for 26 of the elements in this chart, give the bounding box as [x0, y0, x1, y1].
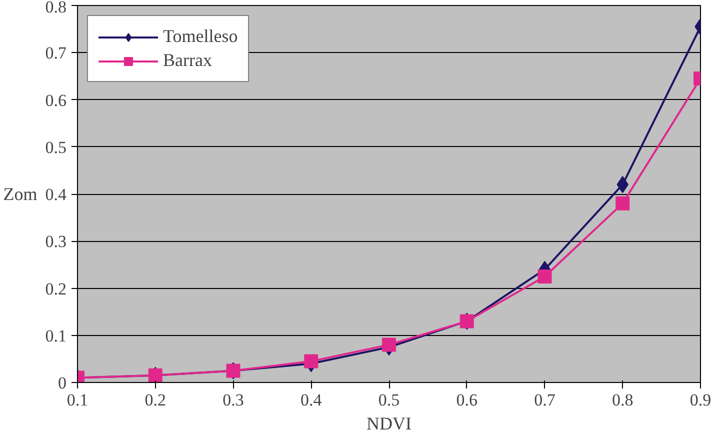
- x-tick-label: 0.7: [534, 390, 556, 410]
- y-tick-label: 0.3: [45, 232, 66, 252]
- x-tick-label: 0.2: [144, 390, 166, 410]
- x-tick-label: 0.3: [222, 390, 244, 410]
- y-tick-label: 0.2: [45, 279, 66, 298]
- y-tick-label: 0.4: [45, 185, 67, 204]
- point: [538, 269, 552, 284]
- y-tick-label: 0.8: [45, 0, 66, 16]
- point: [304, 354, 318, 368]
- y-axis-title: Zom: [3, 184, 38, 204]
- legend-label: Tomelleso: [163, 26, 238, 47]
- point: [382, 338, 396, 352]
- legend-label: Barrax: [163, 50, 212, 71]
- x-tick-label: 0.4: [300, 390, 322, 410]
- y-tick-label: 0.6: [45, 90, 66, 110]
- y-tick-label: 0.5: [45, 138, 66, 157]
- y-tick-label: 0.1: [45, 326, 66, 346]
- point: [616, 196, 630, 210]
- x-tick-label: 0.6: [456, 390, 478, 410]
- y-tick-label: 0: [58, 374, 66, 392]
- x-tick-label: 0.9: [690, 390, 712, 410]
- y-tick-label: 0.7: [45, 44, 67, 63]
- x-tick-label: 0.8: [612, 390, 634, 410]
- x-tick-label: 0.1: [66, 390, 88, 410]
- x-tick-label: 0.5: [378, 390, 400, 410]
- x-axis-title: NDVI: [366, 414, 412, 434]
